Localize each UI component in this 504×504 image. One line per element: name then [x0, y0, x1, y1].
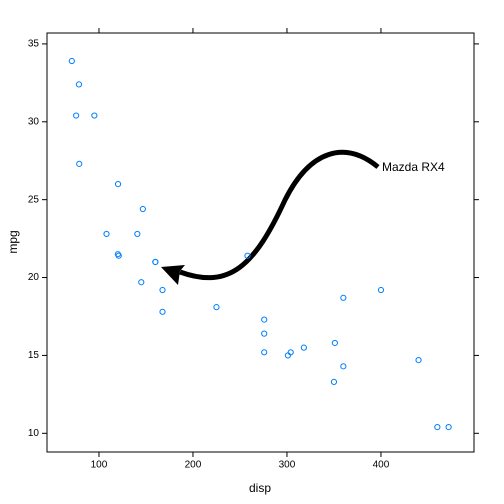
point — [138, 279, 145, 286]
point — [114, 180, 122, 188]
point — [115, 252, 122, 259]
x-tick-label: 200 — [185, 460, 202, 471]
annotation: Mazda RX4 — [382, 160, 445, 174]
point — [331, 339, 338, 347]
y-tick-label: 30 — [28, 116, 40, 127]
point — [75, 81, 83, 88]
point — [261, 349, 268, 356]
panel — [46, 32, 475, 453]
point — [261, 330, 268, 337]
point — [134, 230, 141, 238]
point — [415, 357, 422, 364]
point — [139, 205, 146, 213]
point — [300, 344, 307, 351]
point — [445, 423, 452, 431]
point — [434, 423, 441, 431]
arrow-head — [161, 265, 185, 285]
y-tick-label: 35 — [28, 39, 40, 50]
point — [152, 258, 159, 266]
x-tick-label: 100 — [91, 460, 108, 471]
point — [340, 363, 347, 370]
point — [261, 316, 268, 323]
point — [340, 294, 347, 301]
x-tick-label: 400 — [373, 460, 390, 471]
point — [91, 112, 98, 119]
y-axis-label: mpg — [6, 230, 20, 253]
x-axis-label: disp — [249, 481, 271, 495]
point — [159, 308, 166, 315]
y-tick-label: 10 — [28, 428, 40, 439]
point — [68, 57, 75, 65]
point — [76, 160, 83, 167]
point — [330, 378, 338, 386]
point — [103, 230, 110, 238]
point — [73, 112, 80, 119]
point — [287, 349, 294, 356]
point — [284, 352, 291, 359]
annotation-arrow — [179, 149, 380, 281]
point — [377, 286, 385, 294]
y-tick-label: 15 — [28, 350, 40, 361]
y-tick-label: 20 — [28, 272, 40, 283]
x-tick-label: 300 — [279, 460, 296, 471]
point — [244, 252, 251, 259]
point — [213, 304, 220, 311]
point — [159, 286, 166, 294]
y-tick-label: 25 — [28, 194, 40, 205]
